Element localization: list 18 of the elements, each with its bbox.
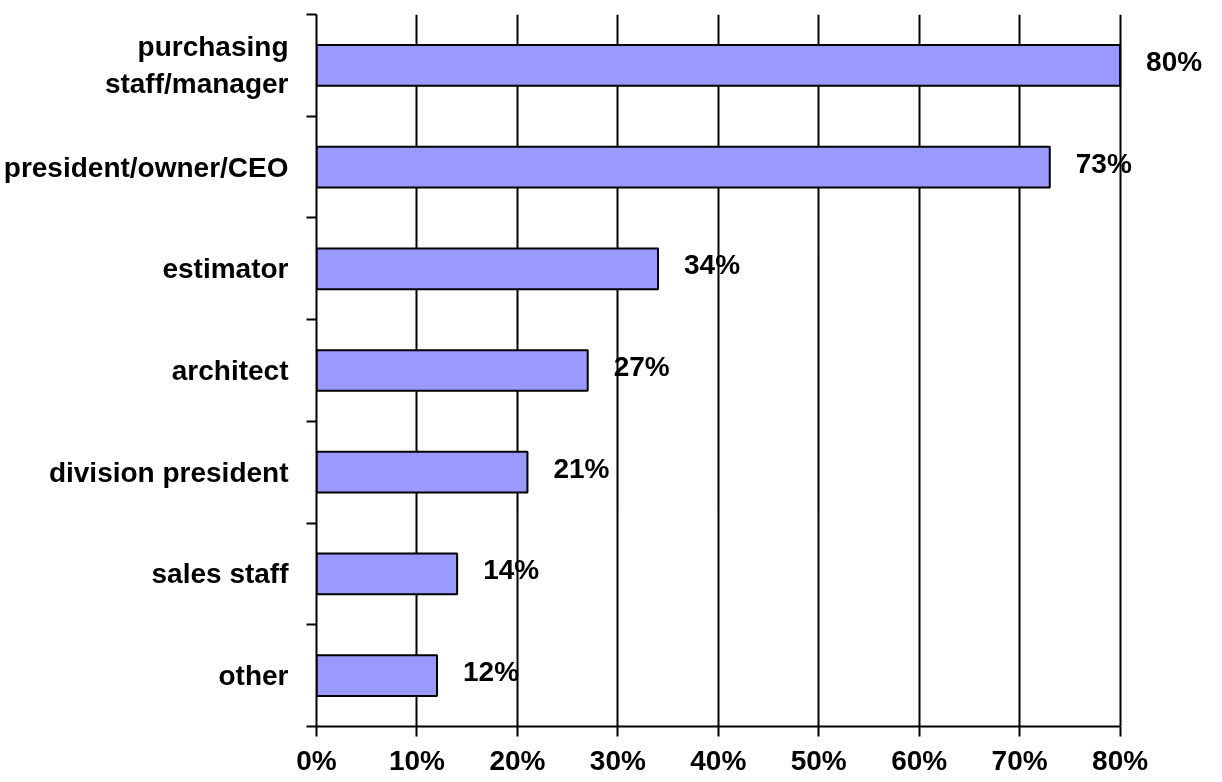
x-tick-label: 40% — [690, 744, 747, 776]
x-tick-label: 30% — [589, 744, 646, 776]
y-tick-label: other — [218, 660, 289, 692]
y-tick-label: president/owner/CEO — [3, 151, 289, 183]
data-label: 21% — [553, 452, 610, 484]
y-tick-label: sales staff — [151, 558, 290, 590]
x-tick-label: 0% — [296, 744, 337, 776]
x-tick-label: 20% — [489, 744, 546, 776]
x-tick-label: 80% — [1092, 744, 1149, 776]
x-tick-label: 10% — [388, 744, 446, 776]
y-tick-label: architect — [171, 355, 289, 386]
x-tick-label: 50% — [790, 744, 847, 776]
y-tick-label: division president — [48, 456, 289, 488]
y-tick-label: purchasing staff/manager — [104, 31, 289, 100]
y-tick-label: estimator — [162, 253, 289, 285]
data-label: 80% — [1146, 45, 1203, 77]
x-tick-label: 70% — [991, 744, 1048, 776]
x-tick-label: 60% — [891, 744, 948, 776]
